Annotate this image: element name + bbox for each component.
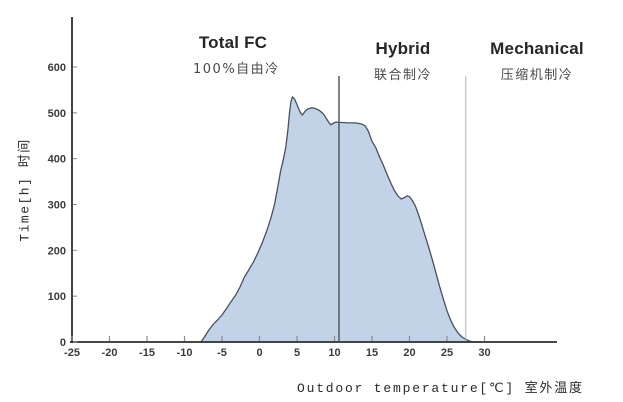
area-outline xyxy=(200,96,474,343)
x-tick-label: -25 xyxy=(64,347,80,359)
x-tick-label: 30 xyxy=(478,347,490,359)
y-tick-label: 100 xyxy=(48,291,66,303)
x-tick-label: 0 xyxy=(256,347,262,359)
x-tick-label: 5 xyxy=(294,347,300,359)
y-tick-label: 600 xyxy=(48,62,66,74)
x-tick-label: 15 xyxy=(366,347,378,359)
x-tick-label: -20 xyxy=(102,347,118,359)
x-tick-label: 20 xyxy=(403,347,415,359)
x-tick-label: -15 xyxy=(139,347,155,359)
y-tick-label: 400 xyxy=(48,154,66,166)
y-tick-label: 500 xyxy=(48,108,66,120)
y-tick-label: 0 xyxy=(60,337,66,349)
x-tick-label: 25 xyxy=(441,347,453,359)
x-tick-label: 10 xyxy=(328,347,340,359)
x-tick-label: -10 xyxy=(177,347,193,359)
x-axis-title: Outdoor temperature[℃] 室外温度 xyxy=(297,381,584,396)
y-tick-label: 200 xyxy=(48,245,66,257)
x-tick-label: -5 xyxy=(217,347,227,359)
y-tick-label: 300 xyxy=(48,200,66,212)
y-axis-title: Time[h] 时间 xyxy=(17,138,33,242)
area-fill xyxy=(201,96,474,342)
